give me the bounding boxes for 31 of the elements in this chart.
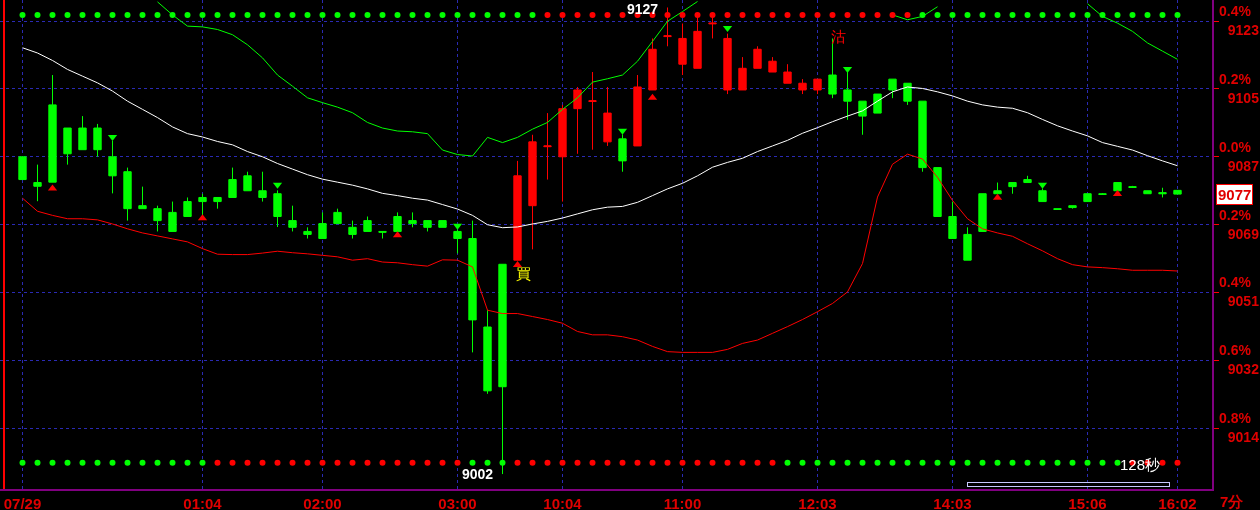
- x-tick-label: 16:02: [1158, 495, 1197, 510]
- y-tick-label: 9051: [1227, 293, 1260, 310]
- y-tick-label: 9105: [1227, 89, 1260, 106]
- y-tick-label: 9014: [1227, 429, 1260, 446]
- y2-tick-label: 0.4%: [1219, 274, 1252, 291]
- annotation: 沽: [831, 28, 846, 45]
- x-tick-label: 10:04: [543, 495, 583, 510]
- annotation: 買: [516, 265, 531, 282]
- x-tick-label: 02:00: [303, 495, 342, 510]
- annotation: 128秒: [1120, 456, 1161, 473]
- annotation: 9002: [462, 466, 494, 482]
- x-tick-label: 07/29: [3, 495, 42, 510]
- y-tick-label: 9032: [1227, 361, 1260, 378]
- text: 9077: [1218, 186, 1252, 203]
- annotation: 9127: [627, 1, 659, 17]
- y2-tick-label: 0.6%: [1219, 342, 1252, 359]
- y-tick-label: 9087: [1227, 157, 1260, 174]
- y2-tick-label: 0.2%: [1219, 70, 1252, 87]
- y-tick-label: 9123: [1227, 22, 1260, 39]
- y2-tick-label: 0.4%: [1219, 3, 1252, 19]
- y2-tick-label: 0.2%: [1219, 206, 1252, 223]
- x-tick-label: 15:06: [1068, 495, 1107, 510]
- x-tick-label: 11:00: [663, 495, 702, 510]
- y2-tick-label: 0.0%: [1219, 138, 1252, 155]
- x-tick-label: 12:03: [798, 495, 837, 510]
- y2-tick-label: 0.8%: [1219, 410, 1252, 427]
- x-axis-title: 7分: [1220, 493, 1245, 510]
- y-tick-label: 9069: [1227, 225, 1260, 242]
- x-tick-label: 14:03: [933, 495, 972, 510]
- x-tick-label: 01:04: [183, 495, 223, 510]
- x-tick-label: 03:00: [438, 495, 477, 510]
